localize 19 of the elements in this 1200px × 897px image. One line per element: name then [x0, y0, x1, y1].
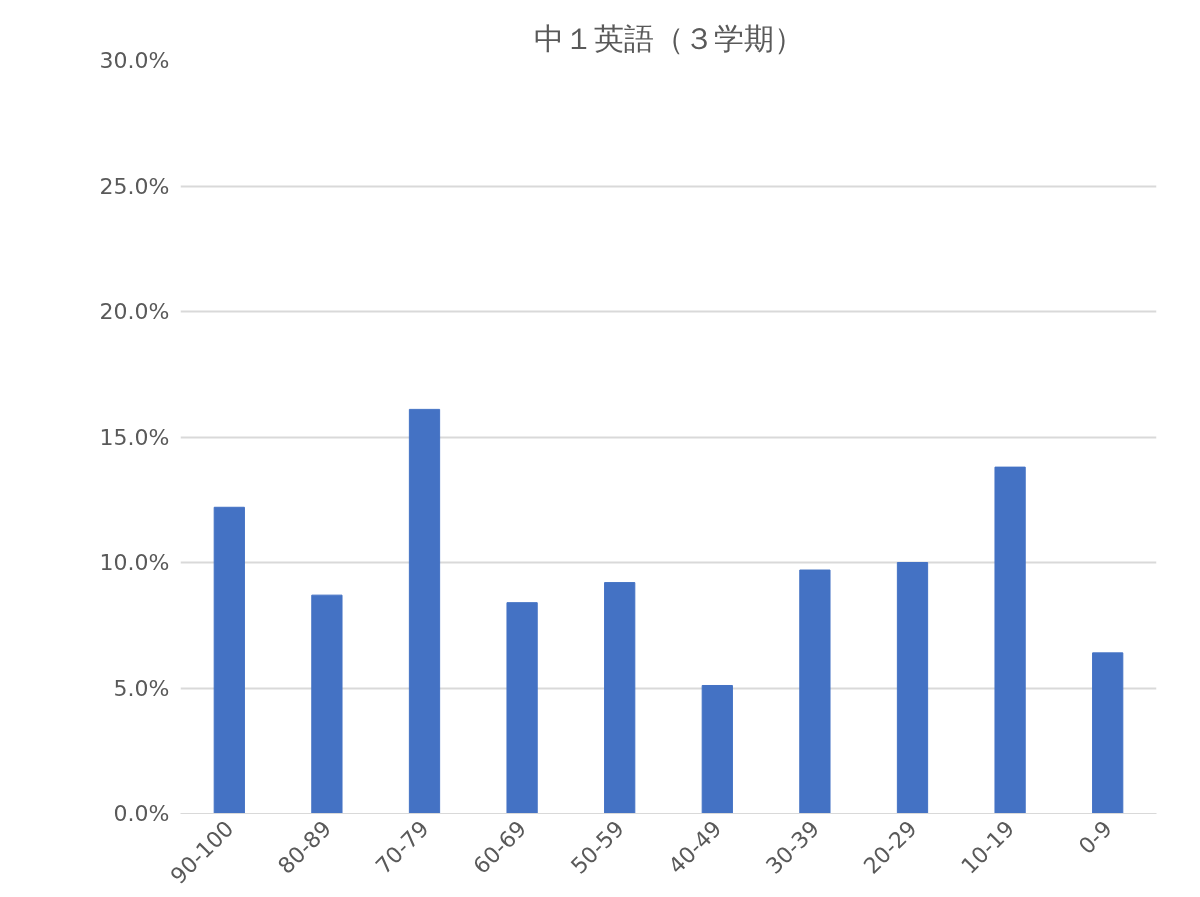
bar — [701, 684, 733, 814]
y-tick-label: 25.0% — [99, 173, 170, 199]
y-tick-label: 10.0% — [99, 550, 170, 575]
y-tick-label: 30.0% — [99, 48, 170, 73]
bar — [994, 466, 1026, 814]
bar — [506, 602, 538, 814]
bar — [604, 582, 636, 814]
bar — [1092, 652, 1124, 814]
bar — [311, 594, 343, 814]
bar — [408, 408, 441, 814]
y-tick-label: 20.0% — [99, 299, 170, 324]
chart-title: 中１英語（３学期） — [533, 20, 804, 56]
bar — [896, 562, 929, 814]
bar — [799, 569, 831, 814]
y-tick-label: 5.0% — [113, 675, 170, 701]
y-tick-label: 15.0% — [99, 424, 170, 450]
bar — [213, 506, 245, 814]
x-tick-label: 0-9 — [1073, 816, 1117, 860]
y-tick-label: 0.0% — [113, 801, 170, 826]
